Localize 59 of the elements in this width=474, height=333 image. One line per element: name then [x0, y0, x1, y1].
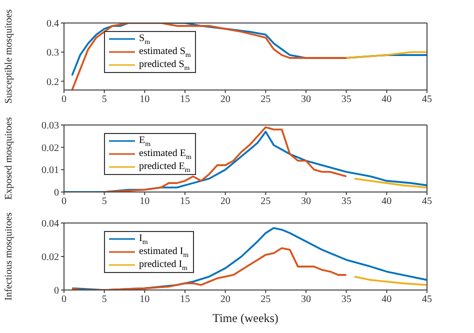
legend-label: E$_{m}$ [139, 134, 151, 148]
y-tick-label: 0.4 [46, 18, 59, 30]
y-axis-title: Exposed mosquitoes [4, 117, 15, 200]
line-series [103, 126, 348, 192]
x-tick-label: 5 [102, 94, 107, 106]
x-tick-label: 10 [140, 94, 150, 106]
x-tick-label: 20 [220, 94, 230, 106]
x-tick-label: 10 [140, 294, 150, 306]
x-tick-label: 20 [220, 196, 230, 208]
line-series [71, 247, 348, 290]
x-tick-label: 0 [62, 196, 66, 208]
x-tick-label: 45 [422, 196, 432, 208]
x-axis-title: Time (weeks) [212, 311, 278, 325]
y-tick-label: 0.02 [42, 252, 59, 264]
legend-label: estimated S$_{m}$ [139, 46, 191, 58]
y-tick-label: 0.3 [46, 48, 59, 59]
x-tick-label: 35 [341, 196, 352, 208]
legend-label: I$_{m}$ [139, 232, 148, 246]
y-tick-label: 0.03 [42, 120, 59, 132]
x-tick-label: 40 [382, 94, 392, 106]
legend-label: estimated E$_{m}$ [139, 148, 192, 160]
x-tick-label: 5 [102, 294, 107, 306]
x-tick-label: 25 [260, 294, 271, 306]
x-tick-label: 25 [260, 196, 271, 208]
x-tick-label: 15 [180, 94, 190, 106]
line-series [71, 23, 348, 90]
x-tick-label: 35 [341, 294, 352, 306]
y-axis-title: Infectious mosquitoes [4, 212, 15, 301]
x-tick-label: 20 [220, 294, 230, 306]
legend-label: predicted S$_{m}$ [139, 58, 190, 72]
x-tick-label: 15 [180, 294, 190, 306]
y-tick-label: 0.01 [42, 165, 59, 176]
y-tick-label: 0.2 [46, 76, 59, 88]
x-tick-label: 40 [382, 196, 392, 208]
line-series [354, 178, 427, 188]
x-tick-label: 35 [341, 94, 352, 106]
y-tick-label: 0.04 [42, 218, 59, 230]
y-axis-title: Susceptible mosquitoes [4, 9, 15, 104]
x-tick-label: 0 [62, 94, 66, 106]
x-tick-label: 25 [260, 94, 271, 106]
legend-label: predicted I$_{m}$ [139, 258, 188, 272]
legend-label: S$_{m}$ [139, 32, 150, 46]
x-tick-label: 5 [102, 196, 107, 208]
line-series [354, 276, 427, 286]
y-tick-label: 0 [54, 188, 59, 199]
legend-label: predicted E$_{m}$ [139, 160, 190, 174]
x-tick-label: 45 [422, 94, 432, 106]
x-tick-label: 30 [301, 94, 311, 106]
x-tick-label: 0 [62, 294, 66, 306]
x-tick-label: 30 [301, 196, 311, 208]
legend-label: estimated I$_{m}$ [139, 246, 189, 258]
x-tick-label: 40 [382, 294, 392, 306]
x-tick-label: 15 [180, 196, 190, 208]
y-tick-label: 0.02 [42, 142, 59, 154]
line-series [71, 227, 427, 290]
y-tick-label: 0 [54, 286, 59, 297]
x-tick-label: 45 [422, 294, 432, 306]
x-tick-label: 30 [301, 294, 311, 306]
x-tick-label: 10 [140, 196, 150, 208]
